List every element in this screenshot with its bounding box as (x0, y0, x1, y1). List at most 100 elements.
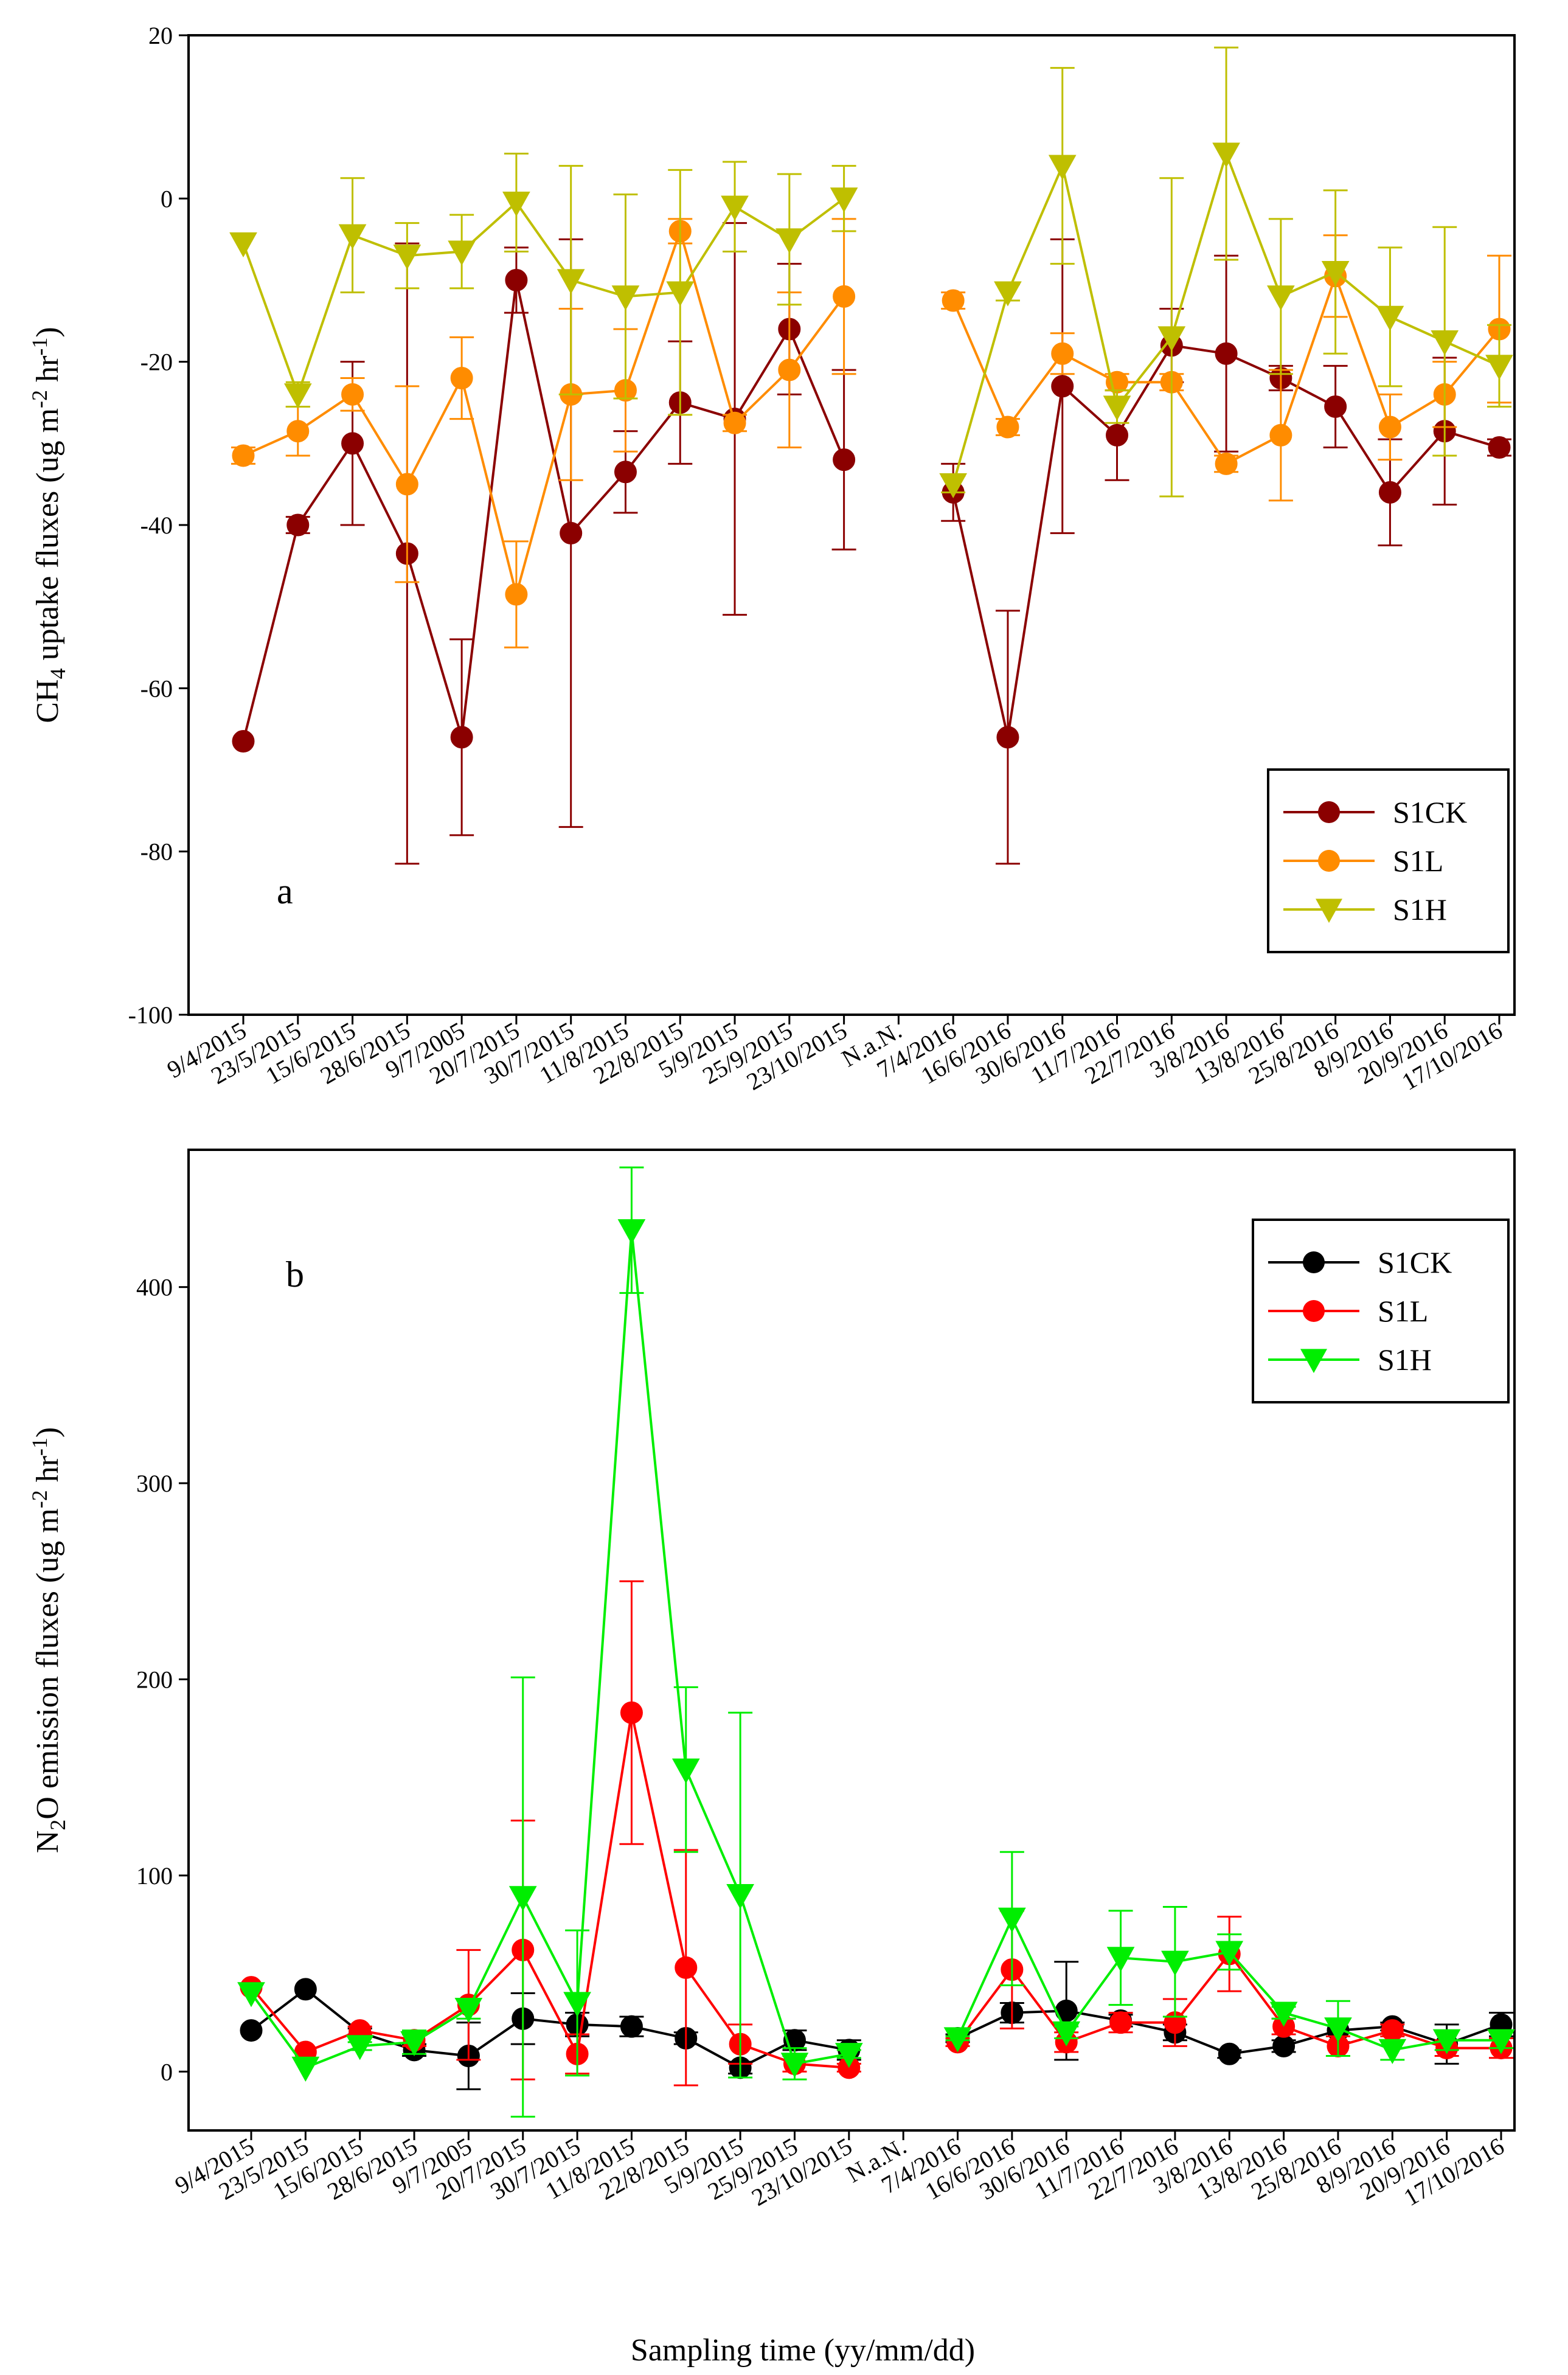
data-point (341, 432, 364, 455)
y-axis-label-part: -1 (27, 1438, 52, 1456)
data-point (338, 224, 367, 249)
data-point (1161, 1950, 1189, 1976)
series-s1h (237, 1166, 1515, 2118)
y-axis-label-part: uptake fluxes (ug m (30, 408, 65, 668)
y-axis-label-part: hr (30, 1456, 65, 1490)
data-point (1324, 395, 1347, 418)
y-axis-label-part: -2 (27, 1490, 52, 1508)
series-line (243, 227, 845, 599)
data-point (240, 2019, 263, 2042)
data-point (1432, 2029, 1461, 2054)
data-point (942, 289, 965, 312)
y-axis-label: CH4 uptake fluxes (ug m-2 hr-1) (27, 327, 70, 723)
data-point (283, 383, 312, 409)
y-tick-label: -80 (140, 838, 173, 866)
data-point (1324, 2017, 1352, 2043)
series-line (242, 280, 845, 742)
legend-label: S1H (1393, 892, 1447, 927)
data-point (1212, 142, 1240, 168)
data-point (994, 281, 1022, 307)
data-point (400, 2031, 428, 2056)
data-point (1103, 395, 1131, 421)
data-point (1376, 305, 1404, 331)
data-point (833, 285, 856, 308)
series-s1l (231, 218, 1511, 649)
data-point (1272, 2034, 1296, 2057)
data-point (450, 367, 473, 389)
data-point (1051, 342, 1074, 365)
data-point (1487, 2029, 1515, 2054)
data-point (830, 187, 858, 213)
legend-label: S1CK (1393, 795, 1467, 829)
data-point (448, 240, 476, 266)
series-s1l (240, 1580, 1513, 2087)
legend-marker (1300, 1349, 1327, 1373)
y-tick-label: 20 (148, 22, 173, 49)
y-axis-label-part: -1 (27, 338, 52, 356)
data-point (726, 1884, 754, 1910)
y-axis-label-part: -2 (27, 390, 52, 408)
y-tick-label: 0 (161, 2058, 173, 2085)
data-point (508, 1886, 537, 1911)
x-axis-label: Sampling time (yy/mm/dd) (631, 2333, 975, 2368)
data-point (721, 195, 749, 221)
data-point (996, 726, 1019, 749)
data-point (617, 1219, 646, 1245)
data-point (1378, 2039, 1407, 2064)
data-point (1381, 2019, 1404, 2042)
y-tick-label: -20 (140, 349, 173, 376)
legend-marker (1318, 850, 1340, 872)
y-tick-label: 0 (161, 185, 173, 212)
data-point (286, 513, 310, 537)
data-point (232, 730, 255, 753)
data-point (1109, 2011, 1133, 2034)
panel-letter: b (286, 1254, 304, 1295)
legend-label: S1L (1393, 844, 1443, 878)
legend-label: S1CK (1378, 1245, 1452, 1279)
panel-a-ch4-chart: -100-80-60-40-200209/4/201523/5/201515/6… (27, 22, 1516, 1096)
data-point (341, 383, 364, 406)
data-point (232, 444, 255, 467)
data-point (1106, 423, 1129, 447)
data-point (1157, 326, 1186, 352)
y-axis-label-part: CH (30, 679, 65, 723)
y-tick-label: -40 (140, 512, 173, 539)
panel-b-n2o-chart: 01002003004009/4/201523/5/201515/6/20152… (27, 1149, 1516, 2211)
data-point (450, 726, 473, 749)
data-point (1267, 285, 1295, 311)
data-point (614, 461, 637, 484)
y-tick-label: -60 (140, 675, 173, 702)
y-axis-label-part: ) (30, 1427, 65, 1438)
panel-letter: a (277, 871, 293, 911)
legend-marker (1303, 1251, 1325, 1273)
y-axis-label-part: O emission fluxes (ug m (30, 1508, 65, 1819)
series-s1h (229, 46, 1513, 498)
y-tick-label: -100 (128, 1001, 173, 1029)
y-axis-label-part: hr (30, 356, 65, 390)
data-point (723, 411, 746, 434)
data-point (1215, 1941, 1244, 1966)
data-point (998, 1907, 1026, 1933)
y-axis-label: N2O emission fluxes (ug m-2 hr-1) (27, 1427, 70, 1854)
data-point (286, 420, 310, 443)
y-tick-label: 300 (136, 1470, 173, 1497)
data-point (505, 583, 528, 606)
data-point (943, 2027, 972, 2053)
y-tick-label: 100 (136, 1862, 173, 1890)
data-point (666, 281, 695, 307)
data-point (671, 1758, 700, 1784)
series-line (242, 197, 845, 398)
data-point (563, 1992, 591, 2017)
y-axis-label-part: 2 (46, 1820, 70, 1831)
data-point (780, 2053, 809, 2078)
data-point (1321, 260, 1350, 287)
data-point (675, 1956, 698, 1979)
y-tick-label: 200 (136, 1666, 173, 1693)
data-point (1485, 355, 1513, 380)
data-point (1378, 416, 1401, 439)
data-point (454, 1998, 483, 2023)
legend-marker (1303, 1300, 1325, 1322)
data-point (775, 228, 803, 254)
data-point (620, 2015, 643, 2038)
data-point (834, 2043, 863, 2068)
